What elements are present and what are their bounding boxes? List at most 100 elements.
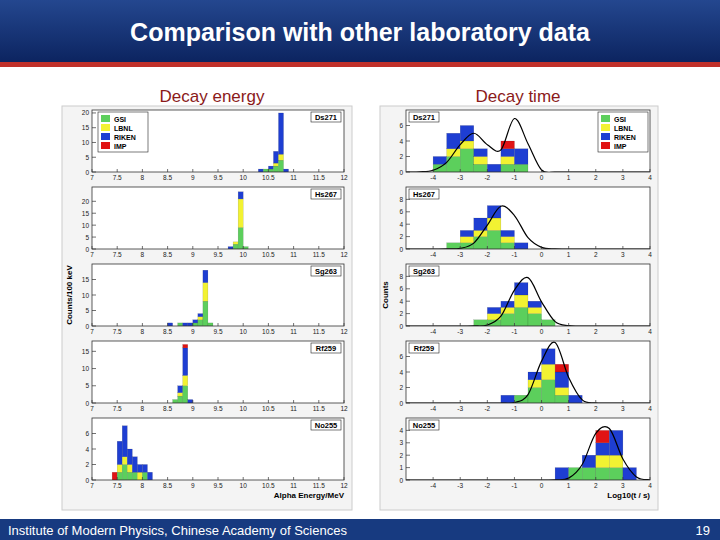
y-tick [406, 288, 410, 289]
x-tick [293, 169, 294, 172]
legend-label: GSI [114, 116, 126, 123]
x-tick-label: 3 [621, 251, 625, 258]
y-tick [92, 279, 96, 280]
histogram-bar [514, 148, 528, 149]
x-tick-label: 11.5 [313, 482, 326, 489]
legend: GSILBNLRIKENIMP [598, 112, 648, 152]
histogram-bar [193, 323, 198, 326]
histogram-bar [263, 169, 268, 172]
histogram-bar [238, 192, 243, 199]
histogram-bar [233, 241, 238, 242]
plot-frame [92, 110, 344, 172]
y-tick [406, 211, 410, 212]
histogram-bar [173, 399, 178, 400]
plot-area [92, 187, 344, 249]
column-title: Decay energy [160, 87, 265, 106]
y-tick [92, 249, 96, 250]
y-tick-label: 6 [85, 430, 89, 437]
x-tick [460, 169, 461, 172]
panel-title: Rf259 [414, 344, 434, 353]
x-tick [344, 246, 345, 249]
histogram-bar [203, 270, 208, 282]
x-tick-label: 9 [191, 174, 195, 181]
x-tick [117, 400, 118, 403]
panel-title: Ds271 [413, 113, 435, 122]
histogram-bar [487, 307, 501, 308]
y-tick [92, 295, 96, 296]
histogram-bar [193, 320, 198, 323]
x-tick-label: -2 [484, 482, 490, 489]
y-tick-label: 10 [82, 222, 90, 229]
histogram-bar [555, 372, 569, 388]
histogram-bar [183, 344, 188, 347]
y-tick [406, 236, 410, 237]
histogram-bar [117, 472, 122, 480]
y-tick [92, 464, 96, 465]
x-tick-label: 11 [290, 328, 297, 335]
x-tick-label: 9.5 [213, 251, 222, 258]
panel-title-box [409, 343, 439, 353]
x-tick-label: 10.5 [262, 328, 275, 335]
histogram-bar [514, 295, 528, 307]
histogram-bar [127, 465, 132, 473]
y-tick-label: 2 [85, 461, 89, 468]
x-tick-label: -2 [484, 251, 490, 258]
y-tick [92, 480, 96, 481]
x-tick [650, 323, 651, 326]
legend-label: IMP [614, 143, 627, 150]
histogram-bar [263, 169, 268, 170]
y-tick [92, 201, 96, 202]
histogram-bar [127, 449, 132, 450]
y-tick-label: 3 [399, 439, 403, 446]
x-tick-label: 2 [594, 328, 598, 335]
x-tick-label: 0 [540, 328, 544, 335]
header-band [0, 0, 720, 62]
legend-swatch [101, 115, 110, 122]
histogram-bar [137, 464, 142, 465]
y-tick [406, 356, 410, 357]
histogram-bar [173, 399, 178, 400]
x-tick [268, 477, 269, 480]
histogram-bar [433, 157, 447, 165]
histogram-bar [501, 237, 515, 243]
x-tick-label: 7 [90, 251, 94, 258]
x-tick-label: 1 [567, 174, 571, 181]
y-tick [92, 326, 96, 327]
histogram-bar [188, 323, 193, 326]
y-tick-label: 15 [82, 210, 90, 217]
x-tick-label: -3 [457, 251, 463, 258]
x-tick-label: 2 [594, 174, 598, 181]
x-tick-label: 8.5 [163, 482, 172, 489]
x-tick-label: 9.5 [213, 174, 222, 181]
x-tick-label: 1 [567, 405, 571, 412]
x-tick-label: -4 [430, 482, 436, 489]
y-tick [406, 141, 410, 142]
y-tick-label: 20 [82, 198, 90, 205]
histogram-bar [596, 468, 610, 480]
legend-label: LBNL [114, 125, 133, 132]
x-axis-label: Alpha Energy/MeV [274, 491, 345, 500]
y-tick-label: 10 [82, 139, 90, 146]
plot-frame [406, 187, 650, 249]
histogram-bar [542, 364, 556, 380]
y-tick-label: 2 [399, 153, 403, 160]
histogram-bar [284, 169, 289, 172]
x-tick-label: 11.5 [313, 251, 326, 258]
data-group [168, 270, 213, 326]
histogram-bar [501, 314, 515, 326]
histogram-bar [596, 455, 610, 467]
histogram-bar [596, 443, 610, 455]
legend-swatch [601, 115, 610, 122]
histogram-bar [487, 320, 501, 326]
histogram-bar [208, 322, 213, 323]
x-tick-label: 8 [141, 251, 145, 258]
x-tick-label: 7 [90, 328, 94, 335]
y-tick-label: 8 [399, 196, 403, 203]
x-tick [92, 246, 93, 249]
histogram-bar [501, 395, 515, 403]
x-tick [167, 400, 168, 403]
x-tick [243, 477, 244, 480]
chart-panel: 77.588.599.51010.51111.51205101520Ds271G… [82, 109, 348, 181]
legend-swatch [101, 142, 110, 149]
histogram-bar [569, 395, 583, 396]
